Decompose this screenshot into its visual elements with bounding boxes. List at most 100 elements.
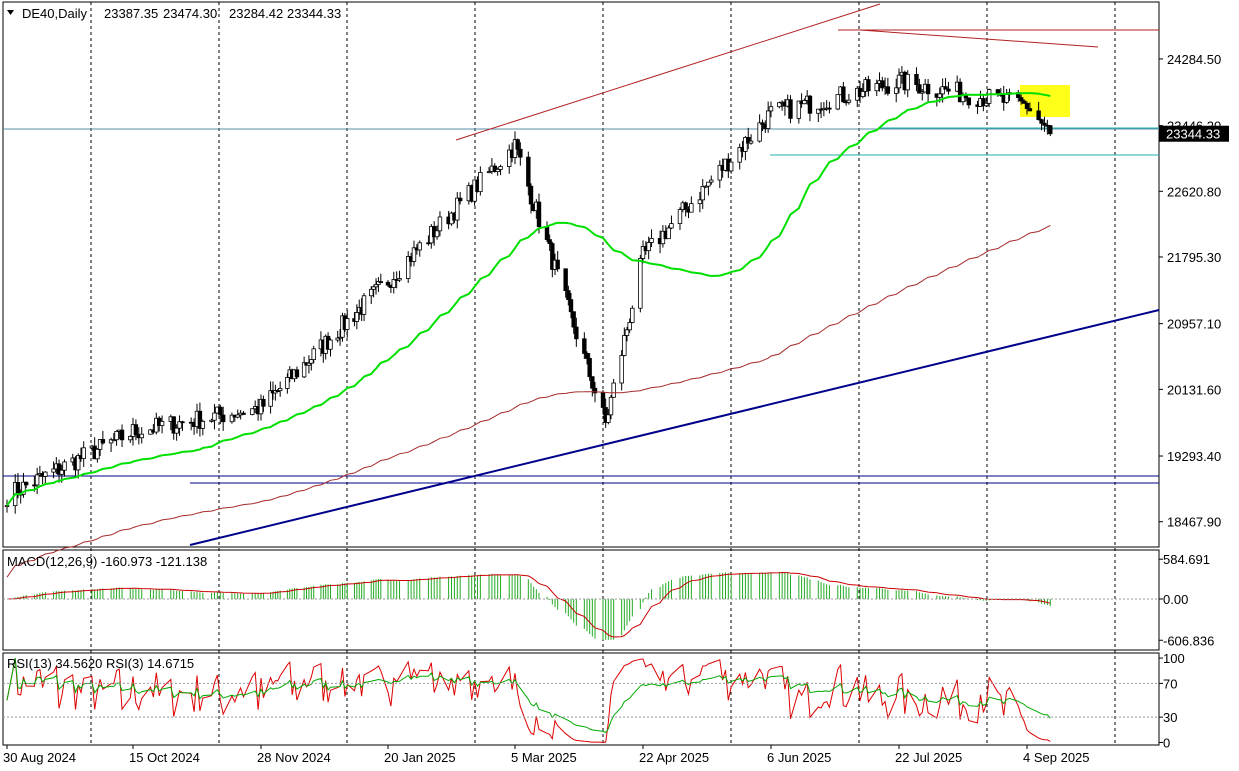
candle-body: [275, 390, 280, 392]
candle-body: [337, 336, 343, 339]
x-tick-label: 20 Jan 2025: [384, 750, 456, 765]
candle-body: [492, 165, 497, 172]
candle-body: [133, 424, 139, 435]
rsi-panel[interactable]: [2, 652, 1160, 746]
candle-body: [241, 412, 246, 415]
x-tick-label: 6 Jun 2025: [767, 750, 831, 765]
candle-body: [81, 447, 86, 459]
candle-body: [1004, 93, 1009, 103]
y-tick-label: 19293.40: [1167, 449, 1221, 464]
candle-body: [1042, 122, 1047, 126]
y-tick-label: 22620.80: [1167, 184, 1221, 199]
candle-body: [200, 420, 206, 429]
candle-body: [946, 88, 951, 92]
candle-body: [345, 318, 350, 330]
candle-body: [547, 239, 552, 244]
candle-body: [111, 439, 117, 442]
y-tick-label: 18467.90: [1167, 515, 1221, 530]
candle-body: [369, 288, 374, 297]
ohlc-open: 23387.35: [104, 6, 158, 21]
candle-body: [940, 86, 945, 95]
ohlc-close: 23344.33: [287, 6, 341, 21]
symbol-label: DE40,Daily: [22, 6, 88, 21]
time-axis: 30 Aug 2024 15 Oct 2024 28 Nov 2024 20 Jan …: [3, 745, 1090, 765]
candle-body: [743, 137, 748, 152]
candle-body: [434, 230, 440, 238]
candle-body: [406, 256, 411, 279]
candle-body: [376, 281, 381, 285]
x-tick-label: 5 Mar 2025: [511, 750, 577, 765]
candle-body: [229, 414, 235, 423]
current-price-badge: [1159, 125, 1229, 142]
candle-body: [638, 258, 643, 309]
macd-panel[interactable]: [2, 549, 1160, 651]
candle-body: [354, 312, 360, 322]
candle-body: [574, 326, 579, 340]
y-tick-label: 21795.30: [1167, 250, 1221, 265]
macd-tick-label: 584.691: [1163, 552, 1210, 567]
candle-body: [807, 95, 813, 114]
candle-body: [15, 482, 21, 495]
candle-body: [757, 122, 762, 142]
candle-body: [62, 461, 67, 471]
candle-body: [669, 223, 674, 229]
candle-body: [700, 186, 705, 201]
candle-body: [159, 421, 165, 426]
y-tick-label: 20957.10: [1167, 317, 1221, 332]
candle-body: [619, 355, 624, 384]
candle-body: [649, 237, 654, 243]
candle-body: [709, 179, 714, 183]
candle-body: [841, 86, 846, 103]
candle-body: [624, 329, 630, 336]
candle-body: [212, 412, 217, 421]
candle-body: [630, 307, 635, 323]
candle-body: [706, 181, 711, 187]
candle-body: [43, 471, 48, 477]
candle-body: [896, 74, 902, 89]
candle-body: [21, 481, 26, 495]
candle-body: [301, 362, 307, 378]
triangle-down-icon[interactable]: [7, 10, 14, 15]
current-price-label: 23344.33: [1166, 127, 1220, 142]
rsi-label: RSI(13) 34.5620 RSI(3) 14.6715: [7, 656, 194, 671]
candle-body: [4, 505, 10, 508]
candle-body: [611, 382, 616, 398]
chart-header: DE40,Daily 23387.35 23474.30 23284.42 23…: [7, 6, 341, 21]
candle-body: [526, 156, 531, 187]
y-tick-label: 24284.50: [1167, 52, 1221, 67]
candle-body: [606, 414, 611, 423]
candle-body: [486, 171, 492, 173]
candle-body: [986, 89, 992, 104]
candle-body: [426, 242, 431, 245]
candle-body: [582, 338, 587, 354]
candle-body: [385, 281, 391, 286]
candle-body: [584, 353, 590, 359]
candle-body: [23, 481, 29, 486]
candle-body: [835, 94, 840, 110]
candle-body: [917, 84, 922, 94]
candle-body: [309, 359, 314, 364]
candle-body: [677, 209, 683, 224]
candle-body: [608, 396, 614, 416]
candle-body: [943, 86, 948, 90]
macd-label: MACD(12,26,9) -160.973 -121.138: [7, 554, 207, 569]
candle-body: [478, 172, 483, 193]
candle-body: [180, 421, 185, 424]
candle-body: [218, 406, 223, 416]
candle-body: [981, 98, 986, 107]
drawn-objects[interactable]: [3, 3, 1160, 546]
candle-body: [646, 242, 651, 252]
candle-body: [507, 149, 512, 168]
candle-body: [119, 429, 125, 441]
candle-body: [294, 369, 300, 378]
fast-moving-average-line: [6, 92, 1051, 507]
candle-body: [846, 99, 852, 103]
candle-body: [666, 227, 671, 240]
candle-body: [760, 122, 765, 125]
candle-body: [689, 203, 694, 213]
main-price-panel[interactable]: [2, 1, 1160, 548]
price-series: [4, 66, 1053, 578]
candle-body: [966, 97, 972, 106]
candle-body: [627, 322, 632, 331]
